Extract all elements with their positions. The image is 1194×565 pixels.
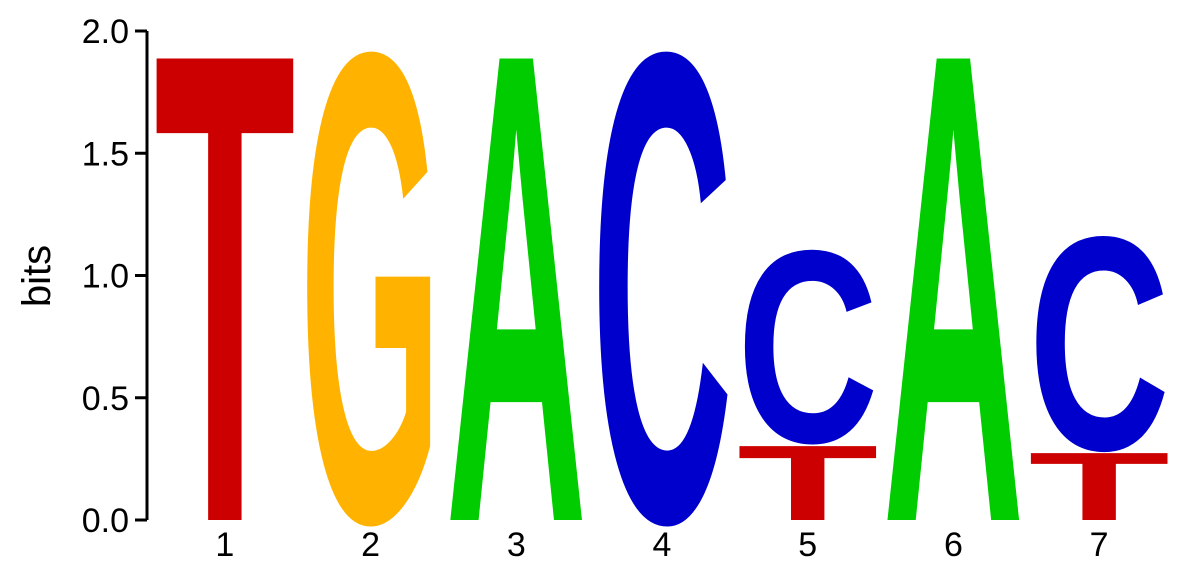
logo-letter-t: T — [737, 423, 879, 543]
x-tick-label: 7 — [1090, 526, 1109, 564]
logo-letter-t: T — [154, 0, 296, 565]
y-tick-label: 2.0 — [82, 13, 129, 51]
x-tick-label: 2 — [361, 526, 380, 564]
logo-letter-c: C — [737, 193, 879, 500]
y-tick-label: 0.5 — [82, 380, 129, 418]
logo-letter-g: G — [300, 0, 442, 565]
x-tick-label: 4 — [653, 526, 672, 564]
logo-letter-t: T — [1028, 432, 1170, 541]
logo-letter-a: A — [445, 0, 587, 565]
logo-letter-c: C — [591, 0, 733, 565]
x-tick-label: 5 — [798, 526, 817, 564]
letters-layer: T G A C TC A TC — [154, 0, 1170, 565]
logo-letter-a: A — [883, 0, 1025, 565]
y-tick-label: 1.5 — [82, 135, 129, 173]
y-tick-label: 1.0 — [82, 258, 129, 296]
x-tick-label: 3 — [507, 526, 526, 564]
y-axis-label: bits — [15, 245, 59, 307]
x-tick-label: 6 — [944, 526, 963, 564]
x-ticks: 1 2 3 4 5 6 7 — [215, 526, 1108, 564]
y-tick-label: 0.0 — [82, 502, 129, 540]
y-ticks: 0.0 0.5 1.0 1.5 2.0 — [82, 13, 147, 540]
x-tick-label: 1 — [215, 526, 234, 564]
logo-letter-c: C — [1028, 174, 1170, 514]
